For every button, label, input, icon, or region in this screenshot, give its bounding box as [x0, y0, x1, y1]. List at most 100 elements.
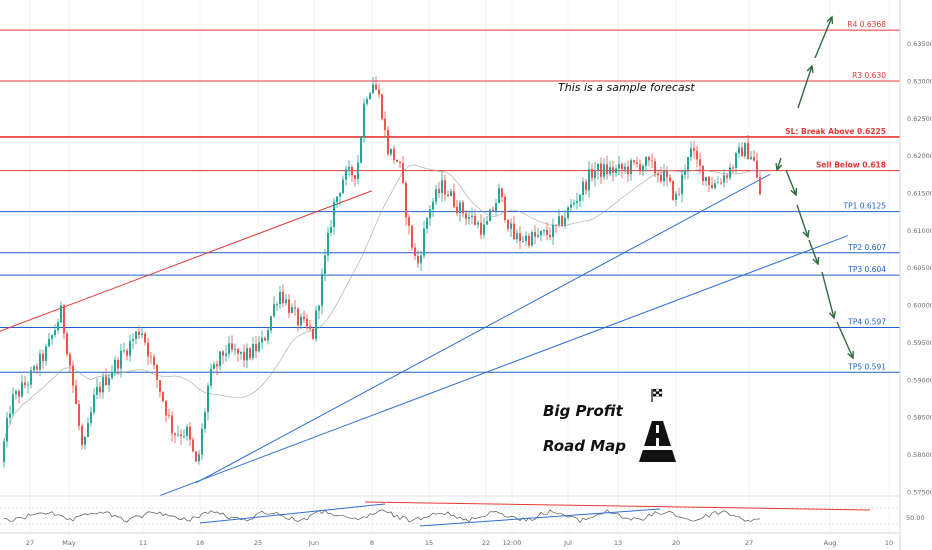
candle-body: [411, 225, 413, 248]
candle-body: [282, 291, 284, 304]
candle-body: [534, 232, 536, 237]
candle-body: [174, 433, 176, 436]
checkered-flag-icon: [651, 388, 663, 402]
caption-line-2: Road Map: [543, 437, 626, 455]
candle-body: [285, 299, 287, 304]
candle-body: [732, 167, 734, 169]
candle-body: [243, 351, 245, 361]
candle-body: [180, 434, 182, 437]
arrow-head: [790, 187, 798, 197]
candle-body: [222, 351, 224, 356]
candle-body: [462, 202, 464, 214]
grid: [29, 0, 890, 533]
candle-body: [483, 224, 485, 235]
ma-line: [3, 164, 761, 442]
candle-body: [402, 163, 404, 183]
candle-body: [636, 162, 638, 165]
candle-body: [120, 350, 122, 369]
candle-body: [750, 157, 752, 160]
candle-body: [693, 148, 695, 151]
candle-body: [576, 201, 578, 203]
candle-body: [453, 191, 455, 207]
candle-body: [669, 177, 671, 182]
candle-body: [198, 454, 200, 462]
arrow-head: [806, 64, 814, 74]
candle-body: [81, 425, 83, 445]
arrow-head: [812, 256, 820, 266]
candle-body: [90, 412, 92, 423]
forecast-arrow-up-1: [797, 64, 814, 109]
candle-body: [615, 168, 617, 174]
candle-body: [486, 221, 488, 225]
candle-body: [747, 142, 749, 160]
candle-body: [42, 353, 44, 362]
candle-body: [672, 181, 674, 200]
candle-body: [123, 350, 125, 352]
candle-body: [687, 157, 689, 171]
candle-body: [624, 166, 626, 170]
level-label: TP1 0.6125: [842, 202, 886, 211]
candle-body: [372, 84, 374, 94]
forecast-arrow-down-1: [785, 169, 798, 197]
candle-body: [756, 160, 758, 178]
y-tick-label: 0.60000: [907, 302, 932, 310]
candle-body: [168, 415, 170, 417]
candle-body: [741, 147, 743, 157]
candle-body: [591, 169, 593, 178]
candle-body: [474, 215, 476, 225]
candle-body: [186, 426, 188, 437]
candle-body: [108, 377, 110, 386]
candle-body: [204, 412, 206, 429]
candle-body: [588, 169, 590, 191]
candle-body: [684, 170, 686, 175]
candle-body: [27, 384, 29, 386]
caption-line-1: Big Profit: [543, 402, 624, 420]
candle-body: [99, 386, 101, 393]
x-tick-label: 10: [885, 539, 893, 547]
candle-body: [96, 386, 98, 395]
candle-body: [744, 142, 746, 157]
candle-body: [216, 364, 218, 367]
x-tick-label: 12:00: [503, 539, 522, 547]
candle-body: [477, 222, 479, 225]
candle-body: [444, 180, 446, 195]
candle-body: [15, 391, 17, 395]
candle-body: [558, 216, 560, 225]
candle-body: [228, 343, 230, 354]
candle-body: [36, 366, 38, 370]
candle-body: [252, 343, 254, 359]
forecast-arrow-down-0: [775, 157, 783, 172]
candle-body: [270, 316, 272, 331]
candle-body: [294, 307, 296, 309]
candle-body: [135, 331, 137, 340]
candle-body: [546, 230, 548, 236]
candle-body: [393, 148, 395, 160]
candle-body: [87, 422, 89, 438]
arrow-shaft: [836, 321, 854, 359]
candle-body: [156, 365, 158, 381]
osc-trend-blue-1: [199, 503, 386, 524]
candle-body: [501, 188, 503, 198]
level-label: TP4 0.597: [847, 317, 886, 326]
candle-body: [210, 368, 212, 386]
candle-body: [312, 328, 314, 339]
x-tick-label: May: [62, 539, 76, 547]
level-label: TP2 0.607: [847, 243, 886, 252]
candle-body: [723, 175, 725, 183]
arrow-head: [828, 310, 837, 320]
candle-body: [288, 299, 290, 314]
candle-body: [54, 330, 56, 336]
candle-body: [705, 176, 707, 182]
candle-body: [309, 326, 311, 329]
candle-body: [342, 179, 344, 194]
candle-body: [540, 231, 542, 236]
time-axis: 27 May 11 18 25 Jun 8 15 22 12:00 Jul 13 20 27 Aug 10: [0, 532, 900, 547]
candle-body: [48, 338, 50, 347]
arrow-head: [775, 162, 783, 172]
candle-body: [276, 304, 278, 305]
candle-body: [720, 182, 722, 184]
candle-body: [66, 333, 68, 355]
forecast-arrow-up-2: [814, 15, 834, 59]
candle-body: [225, 353, 227, 356]
